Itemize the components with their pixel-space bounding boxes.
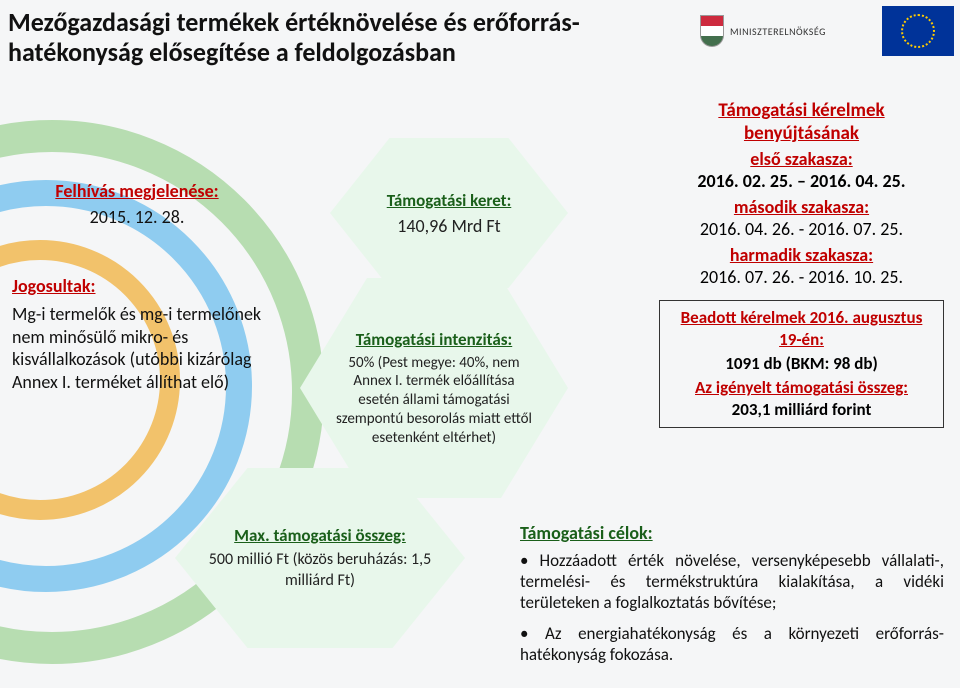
phase1-label: első szakasza: (659, 148, 944, 170)
phase3-dates: 2016. 07. 26. - 2016. 10. 25. (659, 266, 944, 288)
page-title: Mezőgazdasági termékek értéknövelése és … (8, 8, 648, 68)
eligible-text: Mg-i termelők és mg-i termelőnek nem min… (12, 303, 262, 393)
submitted-count: 1091 db (BKM: 98 db) (668, 353, 935, 375)
hex-max-value: 500 millió Ft (közös beruházás: 1,5 mill… (205, 550, 435, 592)
hex-budget-value: 140,96 Mrd Ft (397, 215, 500, 237)
ministry-logo: MINISZTERELNÖKSÉG (700, 6, 880, 56)
phase3-label: harmadik szakasza: (659, 244, 944, 266)
eligible-block: Jogosultak: Mg-i termelők és mg-i termel… (12, 275, 262, 393)
goal-item-1: Hozzáadott érték növelése, versenyképese… (520, 550, 944, 613)
goals-block: Támogatási célok: Hozzáadott érték növel… (520, 522, 944, 675)
requested-label: Az igényelt támogatási összeg: (668, 377, 935, 399)
eu-flag-icon (882, 6, 954, 56)
eligible-label: Jogosultak: (12, 275, 262, 297)
announcement-block: Felhívás megjelenése: 2015. 12. 28. (12, 180, 262, 228)
requested-value: 203,1 milliárd forint (668, 399, 935, 421)
announcement-date: 2015. 12. 28. (12, 206, 262, 228)
eu-stars-icon (901, 14, 935, 48)
coat-of-arms-icon (700, 15, 724, 47)
hex-max-title: Max. támogatási összeg: (234, 525, 406, 546)
phase2-dates: 2016. 04. 26. - 2016. 07. 25. (659, 218, 944, 240)
submission-phases: Támogatási kérelmek benyújtásának első s… (659, 100, 944, 428)
submitted-title: Beadott kérelmek 2016. augusztus 19-én: (668, 307, 935, 351)
hex-budget-title: Támogatási keret: (387, 190, 512, 211)
hex-intensity-value: 50% (Pest megye: 40%, nem Annex I. termé… (336, 354, 532, 448)
hex-intensity: Támogatási intenzitás: 50% (Pest megye: … (300, 278, 568, 498)
phase1-dates: 2016. 02. 25. – 2016. 04. 25. (659, 170, 944, 192)
phases-heading-2: benyújtásának (744, 122, 859, 145)
goal-item-2: Az energiahatékonyság és a környezeti er… (520, 623, 944, 665)
title-line-1: Mezőgazdasági termékek értéknövelése és … (8, 6, 580, 38)
submitted-box: Beadott kérelmek 2016. augusztus 19-én: … (659, 300, 944, 428)
phase2-label: második szakasza: (659, 196, 944, 218)
hex-intensity-title: Támogatási intenzitás: (356, 329, 512, 350)
announcement-label: Felhívás megjelenése: (12, 180, 262, 202)
ministry-label: MINISZTERELNÖKSÉG (730, 25, 826, 38)
goals-title: Támogatási célok: (520, 522, 944, 544)
phases-heading-1: Támogatási kérelmek (718, 99, 884, 122)
header: Mezőgazdasági termékek értéknövelése és … (0, 0, 960, 95)
hex-budget: Támogatási keret: 140,96 Mrd Ft (330, 138, 568, 288)
title-line-2: hatékonyság elősegítése a feldolgozásban (8, 36, 456, 68)
